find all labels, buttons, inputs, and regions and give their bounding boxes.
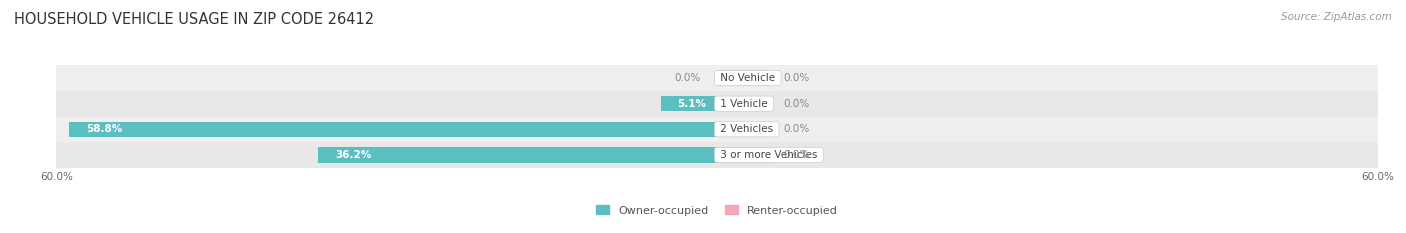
Bar [717,147,772,163]
Text: 0.0%: 0.0% [675,73,700,83]
Bar [717,96,772,111]
Text: 0.0%: 0.0% [783,150,810,160]
Text: 3 or more Vehicles: 3 or more Vehicles [717,150,821,160]
Bar [717,70,772,86]
Bar [69,122,717,137]
Bar [56,116,1378,142]
Text: 2 Vehicles: 2 Vehicles [717,124,776,134]
Bar [318,147,717,163]
Bar [56,65,1378,91]
Bar [717,122,772,137]
Text: No Vehicle: No Vehicle [717,73,779,83]
Text: Source: ZipAtlas.com: Source: ZipAtlas.com [1281,12,1392,22]
Text: 36.2%: 36.2% [335,150,371,160]
Text: 58.8%: 58.8% [86,124,122,134]
Bar [56,91,1378,116]
Text: 1 Vehicle: 1 Vehicle [717,99,770,109]
Legend: Owner-occupied, Renter-occupied: Owner-occupied, Renter-occupied [596,205,838,216]
Bar [56,142,1378,168]
Text: 5.1%: 5.1% [678,99,706,109]
Text: 0.0%: 0.0% [783,124,810,134]
Text: 0.0%: 0.0% [783,73,810,83]
Bar [661,96,717,111]
Text: HOUSEHOLD VEHICLE USAGE IN ZIP CODE 26412: HOUSEHOLD VEHICLE USAGE IN ZIP CODE 2641… [14,12,374,27]
Text: 0.0%: 0.0% [783,99,810,109]
